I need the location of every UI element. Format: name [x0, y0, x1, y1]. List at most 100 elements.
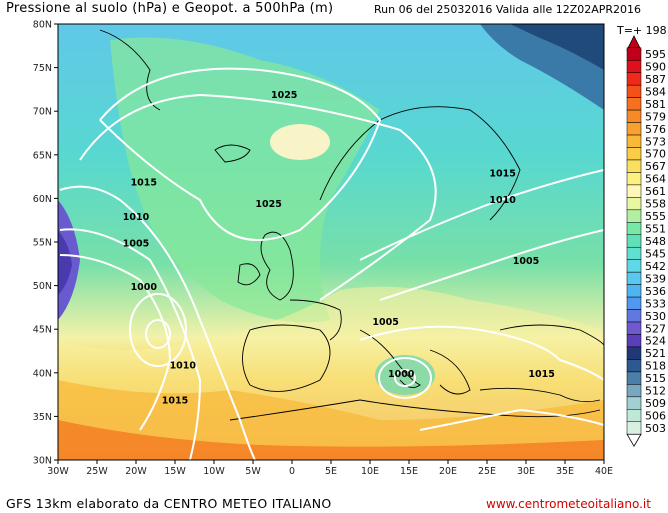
legend-label: 518: [645, 360, 666, 373]
run-info: Run 06 del 25032016 Valida alle 12Z02APR…: [374, 3, 642, 16]
legend-label: 536: [645, 285, 666, 298]
legend-bottom-arrow: [626, 433, 642, 448]
legend-swatch: [626, 197, 642, 211]
balkans-coast: [429, 349, 471, 395]
legend-swatch: [626, 209, 642, 223]
legend-swatch: [626, 134, 642, 148]
black-sea-coast: [499, 324, 604, 346]
lon-tick-label: 15E: [400, 466, 418, 477]
legend-swatch: [626, 296, 642, 310]
legend-label: 509: [645, 397, 666, 410]
lon-tick-label: 20W: [125, 466, 147, 477]
isobar-label: 1000: [131, 282, 158, 293]
legend-label: 561: [645, 185, 666, 198]
legend-label: 506: [645, 410, 666, 423]
iberia-coast: [242, 324, 331, 392]
lon-tick-label: 25E: [478, 466, 496, 477]
map-area: 1025 1025 1015 1010 1005 1000 1010 1015 1005 1000…: [58, 24, 604, 460]
deep-low-region-northeast: [510, 24, 604, 70]
legend-label: 512: [645, 385, 666, 398]
lon-tick-label: 35E: [556, 466, 574, 477]
lat-tick-label: 75N: [33, 63, 52, 74]
legend-swatch: [626, 396, 642, 410]
legend-label: 587: [645, 73, 666, 86]
isobar-1010-west: [59, 228, 202, 460]
lat-tick-label: 40N: [33, 368, 52, 379]
colour-legend: 5955905875845815795765735705675645615585…: [626, 35, 666, 448]
legend-swatch: [626, 246, 642, 260]
legend-swatch: [626, 321, 642, 335]
time-step-label: T=+ 198: [617, 24, 667, 37]
legend-swatch: [626, 122, 642, 136]
lat-tick-label: 60N: [33, 194, 52, 205]
legend-label: 521: [645, 347, 666, 360]
legend-swatch: [626, 346, 642, 360]
hottest-region-south: [58, 420, 604, 460]
isobar-995-cutoff: [394, 369, 416, 387]
legend-label: 530: [645, 310, 666, 323]
ridge-center-patch: [270, 124, 330, 160]
lon-tick-label: 10W: [203, 466, 225, 477]
legend-label: 576: [645, 123, 666, 136]
deep-low-region-west: [58, 230, 72, 295]
legend-swatch: [626, 371, 642, 385]
legend-swatch: [626, 271, 642, 285]
legend-swatch: [626, 259, 642, 273]
isobar-label: 1005: [123, 238, 149, 249]
lat-tick-label: 55N: [33, 238, 52, 249]
lat-tick-label: 45N: [33, 325, 52, 336]
isobar-1015-east: [359, 169, 604, 261]
isobar-1005-west: [59, 254, 172, 431]
iceland-coast: [214, 144, 251, 163]
isobar-label: 1005: [513, 256, 539, 267]
latitude-ticks: 80N 75N 70N 65N 60N 55N 50N 45N 40N 35N 30N: [33, 20, 58, 467]
lat-tick-label: 30N: [33, 456, 52, 467]
legend-label: 584: [645, 85, 666, 98]
isobar-label: 1025: [271, 90, 297, 101]
coastlines: [99, 29, 604, 421]
legend-label: 595: [645, 48, 666, 61]
lat-tick-label: 70N: [33, 107, 52, 118]
legend-swatch: [626, 47, 642, 61]
legend-label: 570: [645, 148, 666, 161]
legend-swatch: [626, 359, 642, 373]
legend-swatch: [626, 97, 642, 111]
footer-website-link[interactable]: www.centrometeoitaliano.it: [486, 497, 651, 511]
lat-tick-label: 80N: [33, 20, 52, 31]
legend-swatch: [626, 409, 642, 423]
legend-swatch: [626, 234, 642, 248]
legend-label: 542: [645, 260, 666, 273]
legend-label: 503: [645, 422, 666, 435]
isobar-label: 1015: [528, 369, 554, 380]
isobar-1005-east: [359, 325, 604, 381]
france-coast: [289, 299, 342, 341]
lon-tick-label: 30W: [47, 466, 69, 477]
isobar-labels: 1025 1025 1015 1010 1005 1000 1010 1015 1005 1000…: [123, 90, 555, 406]
isobar-label: 1025: [255, 199, 281, 210]
legend-swatch: [626, 72, 642, 86]
isobar-label: 1015: [162, 395, 188, 406]
legend-swatch: [626, 147, 642, 161]
legend-label: 527: [645, 322, 666, 335]
isobar-label: 1005: [372, 317, 398, 328]
isobar-label: 1015: [489, 169, 515, 180]
legend-label: 590: [645, 60, 666, 73]
longitude-ticks: 30W 25W 20W 15W 10W 5W 0 5E 10E 15E 20E 25E 30E 35E 40…: [47, 460, 613, 477]
scandinavia-coast: [319, 106, 521, 221]
isobar-label: 1010: [123, 212, 150, 223]
isobar-label: 1015: [131, 177, 157, 188]
lon-tick-label: 0: [289, 466, 295, 477]
legend-label: 567: [645, 160, 666, 173]
isobar-1000-low: [129, 293, 187, 367]
legend-label: 548: [645, 235, 666, 248]
lon-tick-label: 15W: [164, 466, 186, 477]
legend-label: 551: [645, 223, 666, 236]
lon-tick-label: 5W: [245, 466, 261, 477]
legend-swatch: [626, 159, 642, 173]
legend-swatch: [626, 172, 642, 186]
legend-label: 524: [645, 335, 666, 348]
isobar-label: 1010: [489, 195, 516, 206]
lat-tick-label: 65N: [33, 150, 52, 161]
legend-label: 545: [645, 247, 666, 260]
